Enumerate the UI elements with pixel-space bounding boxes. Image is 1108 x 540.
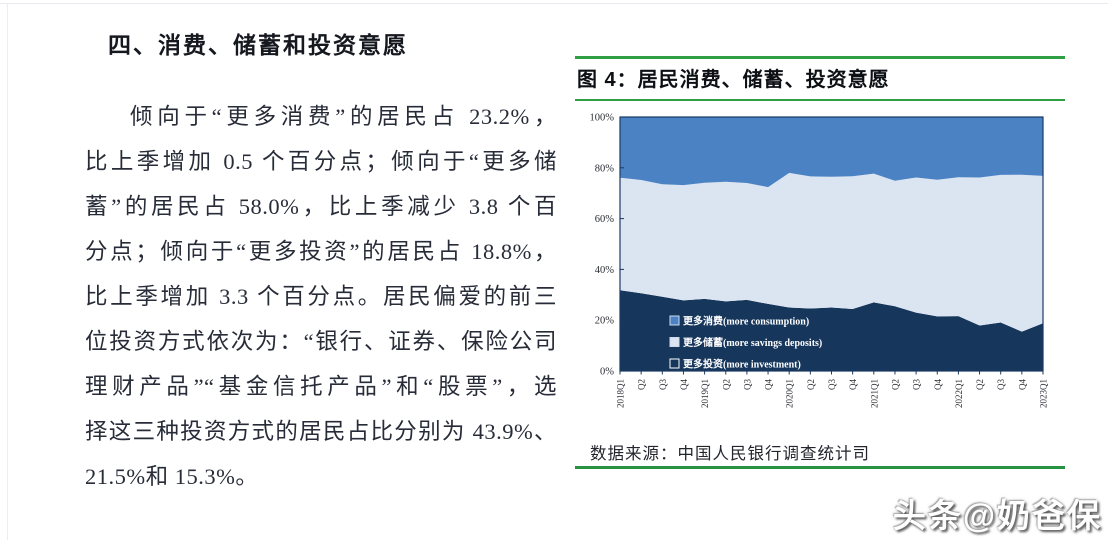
x-axis-label: Q4: [679, 379, 689, 390]
toutiao-watermark: 头条@奶爸保: [892, 497, 1102, 534]
y-axis-label: 0%: [600, 367, 614, 378]
x-axis-label: Q2: [890, 379, 900, 390]
paragraph-line: 倾向于“更多消费”的居民占 23.2%，: [130, 104, 557, 129]
x-axis-label: Q4: [764, 379, 774, 390]
x-axis-label: Q2: [721, 379, 731, 390]
x-axis-label: Q4: [848, 379, 858, 390]
x-axis-label: Q2: [975, 379, 985, 390]
legend-label-more-consumption: 更多消费(more consumption): [683, 315, 809, 328]
legend-label-more-investment: 更多投资(more investment): [683, 358, 801, 371]
legend-label-more-savings: 更多储蓄(more savings deposits): [683, 336, 822, 349]
paragraph-line: 理财产品”“基金信托产品”和“股票”，选: [85, 374, 557, 399]
x-axis-label: 2021Q1: [869, 379, 879, 408]
y-axis-label: 40%: [595, 265, 615, 276]
figure-top-rule: [575, 56, 1065, 59]
body-paragraph: 倾向于“更多消费”的居民占 23.2%， 比上季增加 0.5 个百分点；倾向于“…: [85, 94, 557, 499]
x-axis-label: 2022Q1: [954, 379, 964, 408]
x-axis-label: 2019Q1: [700, 379, 710, 408]
paragraph-line: 21.5%和 15.3%。: [85, 464, 259, 489]
paragraph-line: 蓄”的居民占 58.0%，比上季减少 3.8 个百: [85, 194, 557, 219]
paragraph-line: 比上季增加 0.5 个百分点；倾向于“更多储: [85, 149, 557, 174]
y-axis-label: 20%: [595, 316, 615, 327]
paragraph-line: 比上季增加 3.3 个百分点。居民偏爱的前三: [85, 284, 557, 309]
legend-swatch-more-consumption: [669, 315, 680, 326]
paragraph-line: 位投资方式依次为：“银行、证券、保险公司: [85, 329, 557, 354]
area-more-investment: [620, 290, 1043, 371]
x-axis-label: 2018Q1: [616, 379, 626, 408]
figure-bottom-rule: [575, 466, 1065, 469]
figure-source: 数据来源：中国人民银行调查统计司: [590, 444, 870, 463]
figure-chart: 0% 20% 40% 60% 80% 100% 2018Q1 Q2 Q3 Q4 2019Q1 Q2 Q3…: [573, 106, 1065, 440]
consumption-savings-investment-chart: 0% 20% 40% 60% 80% 100% 2018Q1 Q2 Q3 Q4 2019Q1 Q2 Q3…: [590, 113, 1049, 409]
x-axis-label: 2023Q1: [1039, 379, 1049, 408]
section-heading: 四、消费、储蓄和投资意愿: [108, 32, 408, 58]
paragraph-line: 择这三种投资方式的居民占比分别为 43.9%、: [85, 419, 557, 444]
x-axis-label: Q3: [827, 379, 837, 390]
x-axis-label: Q4: [1017, 379, 1027, 390]
paragraph-line: 分点；倾向于“更多投资”的居民占 18.8%，: [85, 239, 557, 264]
x-axis-label: 2020Q1: [785, 379, 795, 408]
x-axis-label: Q3: [912, 379, 922, 390]
x-axis-label: Q4: [933, 379, 943, 390]
y-axis-label: 100%: [590, 113, 615, 124]
area-more-consumption: [620, 117, 1043, 188]
x-axis-label: Q3: [742, 379, 752, 390]
figure-title-rule: [575, 99, 1065, 101]
x-axis-label: Q2: [806, 379, 816, 390]
x-axis-label: Q3: [658, 379, 668, 390]
page-edge-top: [0, 3, 1108, 4]
y-axis-label: 80%: [595, 163, 615, 174]
x-axis-label: Q2: [637, 379, 647, 390]
page-edge-left: [7, 3, 8, 540]
figure-title: 图 4：居民消费、储蓄、投资意愿: [577, 69, 890, 91]
y-axis-label: 60%: [595, 214, 615, 225]
legend-swatch-more-investment: [669, 358, 680, 369]
area-more-savings: [620, 172, 1043, 332]
x-axis-label: Q3: [996, 379, 1006, 390]
legend-swatch-more-savings: [669, 337, 680, 347]
